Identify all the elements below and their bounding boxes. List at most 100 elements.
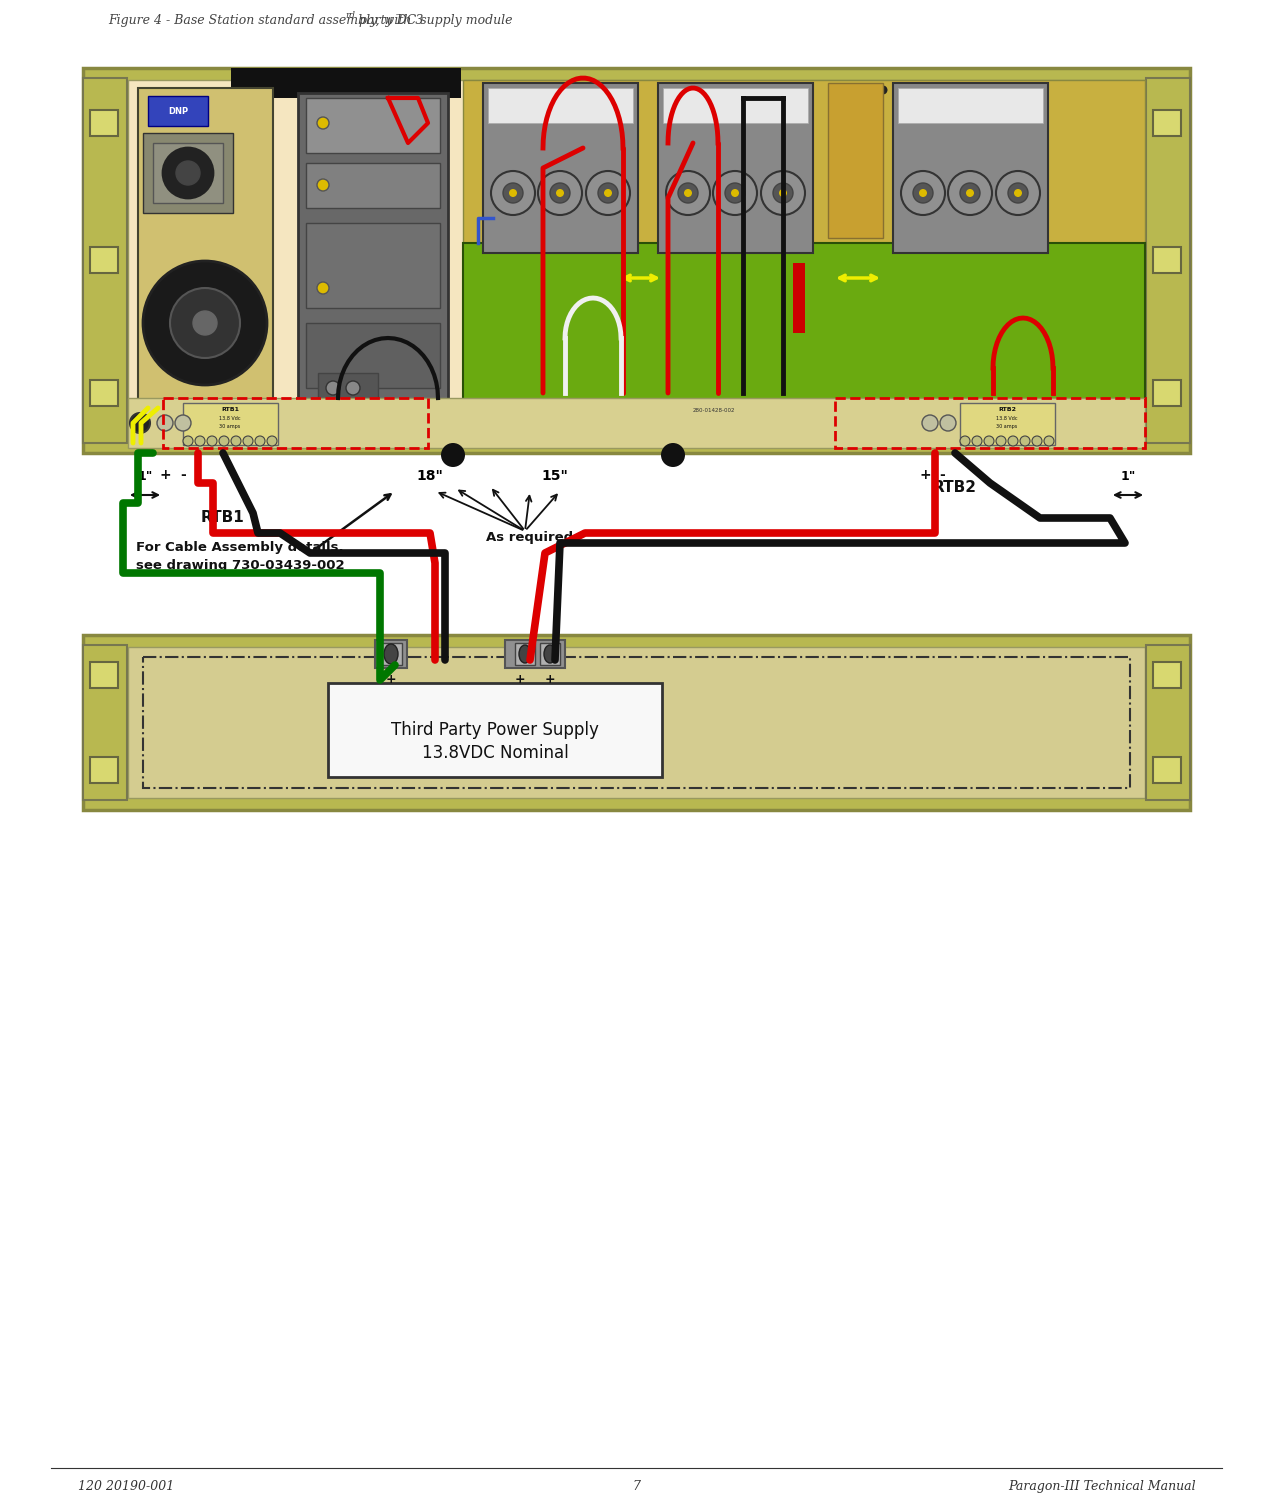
Text: +: +: [386, 672, 396, 686]
Bar: [163, 397, 428, 448]
Text: For Cable Assembly details,: For Cable Assembly details,: [136, 541, 344, 554]
Text: Paragon-III Technical Manual: Paragon-III Technical Manual: [1008, 1481, 1197, 1493]
Circle shape: [973, 436, 981, 447]
Circle shape: [913, 182, 933, 203]
Bar: [90, 111, 118, 136]
Ellipse shape: [519, 645, 531, 663]
Text: -: -: [179, 468, 186, 483]
Text: 1": 1": [1120, 471, 1136, 483]
Bar: [137, 88, 272, 418]
Text: 1": 1": [137, 471, 153, 483]
Circle shape: [751, 85, 760, 94]
Circle shape: [892, 85, 901, 94]
Circle shape: [491, 170, 535, 215]
Bar: [143, 133, 233, 214]
Bar: [129, 81, 1144, 441]
Circle shape: [598, 182, 617, 203]
Circle shape: [906, 85, 915, 94]
Bar: [793, 263, 805, 333]
Bar: [306, 323, 440, 388]
Circle shape: [934, 85, 943, 94]
Circle shape: [219, 436, 229, 447]
Circle shape: [522, 85, 532, 94]
Circle shape: [317, 282, 328, 294]
Ellipse shape: [384, 644, 398, 663]
Circle shape: [939, 415, 956, 430]
Circle shape: [966, 190, 974, 197]
Bar: [83, 645, 127, 799]
Circle shape: [919, 190, 927, 197]
Text: As required: As required: [486, 532, 574, 544]
Circle shape: [779, 190, 787, 197]
Bar: [1153, 247, 1181, 273]
Bar: [482, 84, 638, 252]
Bar: [381, 642, 402, 665]
Circle shape: [948, 170, 992, 215]
Text: +: +: [545, 672, 555, 686]
Circle shape: [920, 85, 929, 94]
Bar: [90, 379, 118, 406]
Bar: [663, 88, 808, 123]
Bar: [83, 78, 127, 444]
Circle shape: [538, 170, 582, 215]
Circle shape: [440, 444, 465, 468]
Bar: [1146, 78, 1190, 444]
Circle shape: [130, 412, 150, 433]
Circle shape: [984, 436, 994, 447]
Circle shape: [267, 436, 278, 447]
Circle shape: [508, 85, 518, 94]
Circle shape: [243, 436, 253, 447]
Circle shape: [183, 436, 193, 447]
Text: RTB1: RTB1: [201, 511, 244, 526]
Bar: [298, 93, 448, 412]
Circle shape: [1044, 436, 1054, 447]
Circle shape: [661, 444, 685, 468]
Circle shape: [922, 415, 938, 430]
Circle shape: [713, 170, 757, 215]
Circle shape: [1032, 436, 1043, 447]
Text: +: +: [514, 672, 526, 686]
Bar: [1153, 111, 1181, 136]
Circle shape: [709, 85, 718, 94]
Circle shape: [960, 182, 980, 203]
Bar: [488, 88, 633, 123]
Bar: [90, 662, 118, 689]
Circle shape: [603, 190, 612, 197]
Text: RTB1: RTB1: [222, 406, 239, 412]
Bar: [658, 84, 813, 252]
Circle shape: [1020, 436, 1030, 447]
Bar: [463, 244, 1144, 427]
Bar: [90, 247, 118, 273]
Circle shape: [679, 182, 698, 203]
Bar: [505, 639, 565, 668]
Bar: [143, 657, 1130, 787]
Text: 7: 7: [631, 1481, 640, 1493]
Text: Figure 4 - Base Station standard assembly, with 3: Figure 4 - Base Station standard assembl…: [108, 13, 424, 27]
Circle shape: [995, 436, 1006, 447]
Bar: [183, 403, 278, 445]
Bar: [129, 647, 1144, 798]
Circle shape: [773, 182, 793, 203]
Bar: [90, 757, 118, 783]
Circle shape: [1008, 436, 1018, 447]
Bar: [1146, 645, 1190, 799]
Text: 120 20190-001: 120 20190-001: [78, 1481, 174, 1493]
Text: Third Party Power Supply: Third Party Power Supply: [391, 722, 598, 740]
Bar: [83, 635, 1190, 810]
Circle shape: [255, 436, 265, 447]
Text: party DC supply module: party DC supply module: [355, 13, 512, 27]
Text: +: +: [919, 468, 931, 483]
Text: +: +: [159, 468, 171, 483]
Circle shape: [317, 179, 328, 191]
Bar: [540, 642, 560, 665]
Bar: [516, 642, 535, 665]
Text: 13.8 Vdc: 13.8 Vdc: [219, 415, 241, 421]
Circle shape: [207, 436, 216, 447]
Circle shape: [143, 261, 267, 385]
Circle shape: [230, 436, 241, 447]
Text: 18": 18": [416, 469, 443, 483]
Circle shape: [995, 170, 1040, 215]
Text: RTB2: RTB2: [933, 481, 976, 496]
Text: 30 amps: 30 amps: [219, 424, 241, 429]
Bar: [318, 374, 378, 403]
